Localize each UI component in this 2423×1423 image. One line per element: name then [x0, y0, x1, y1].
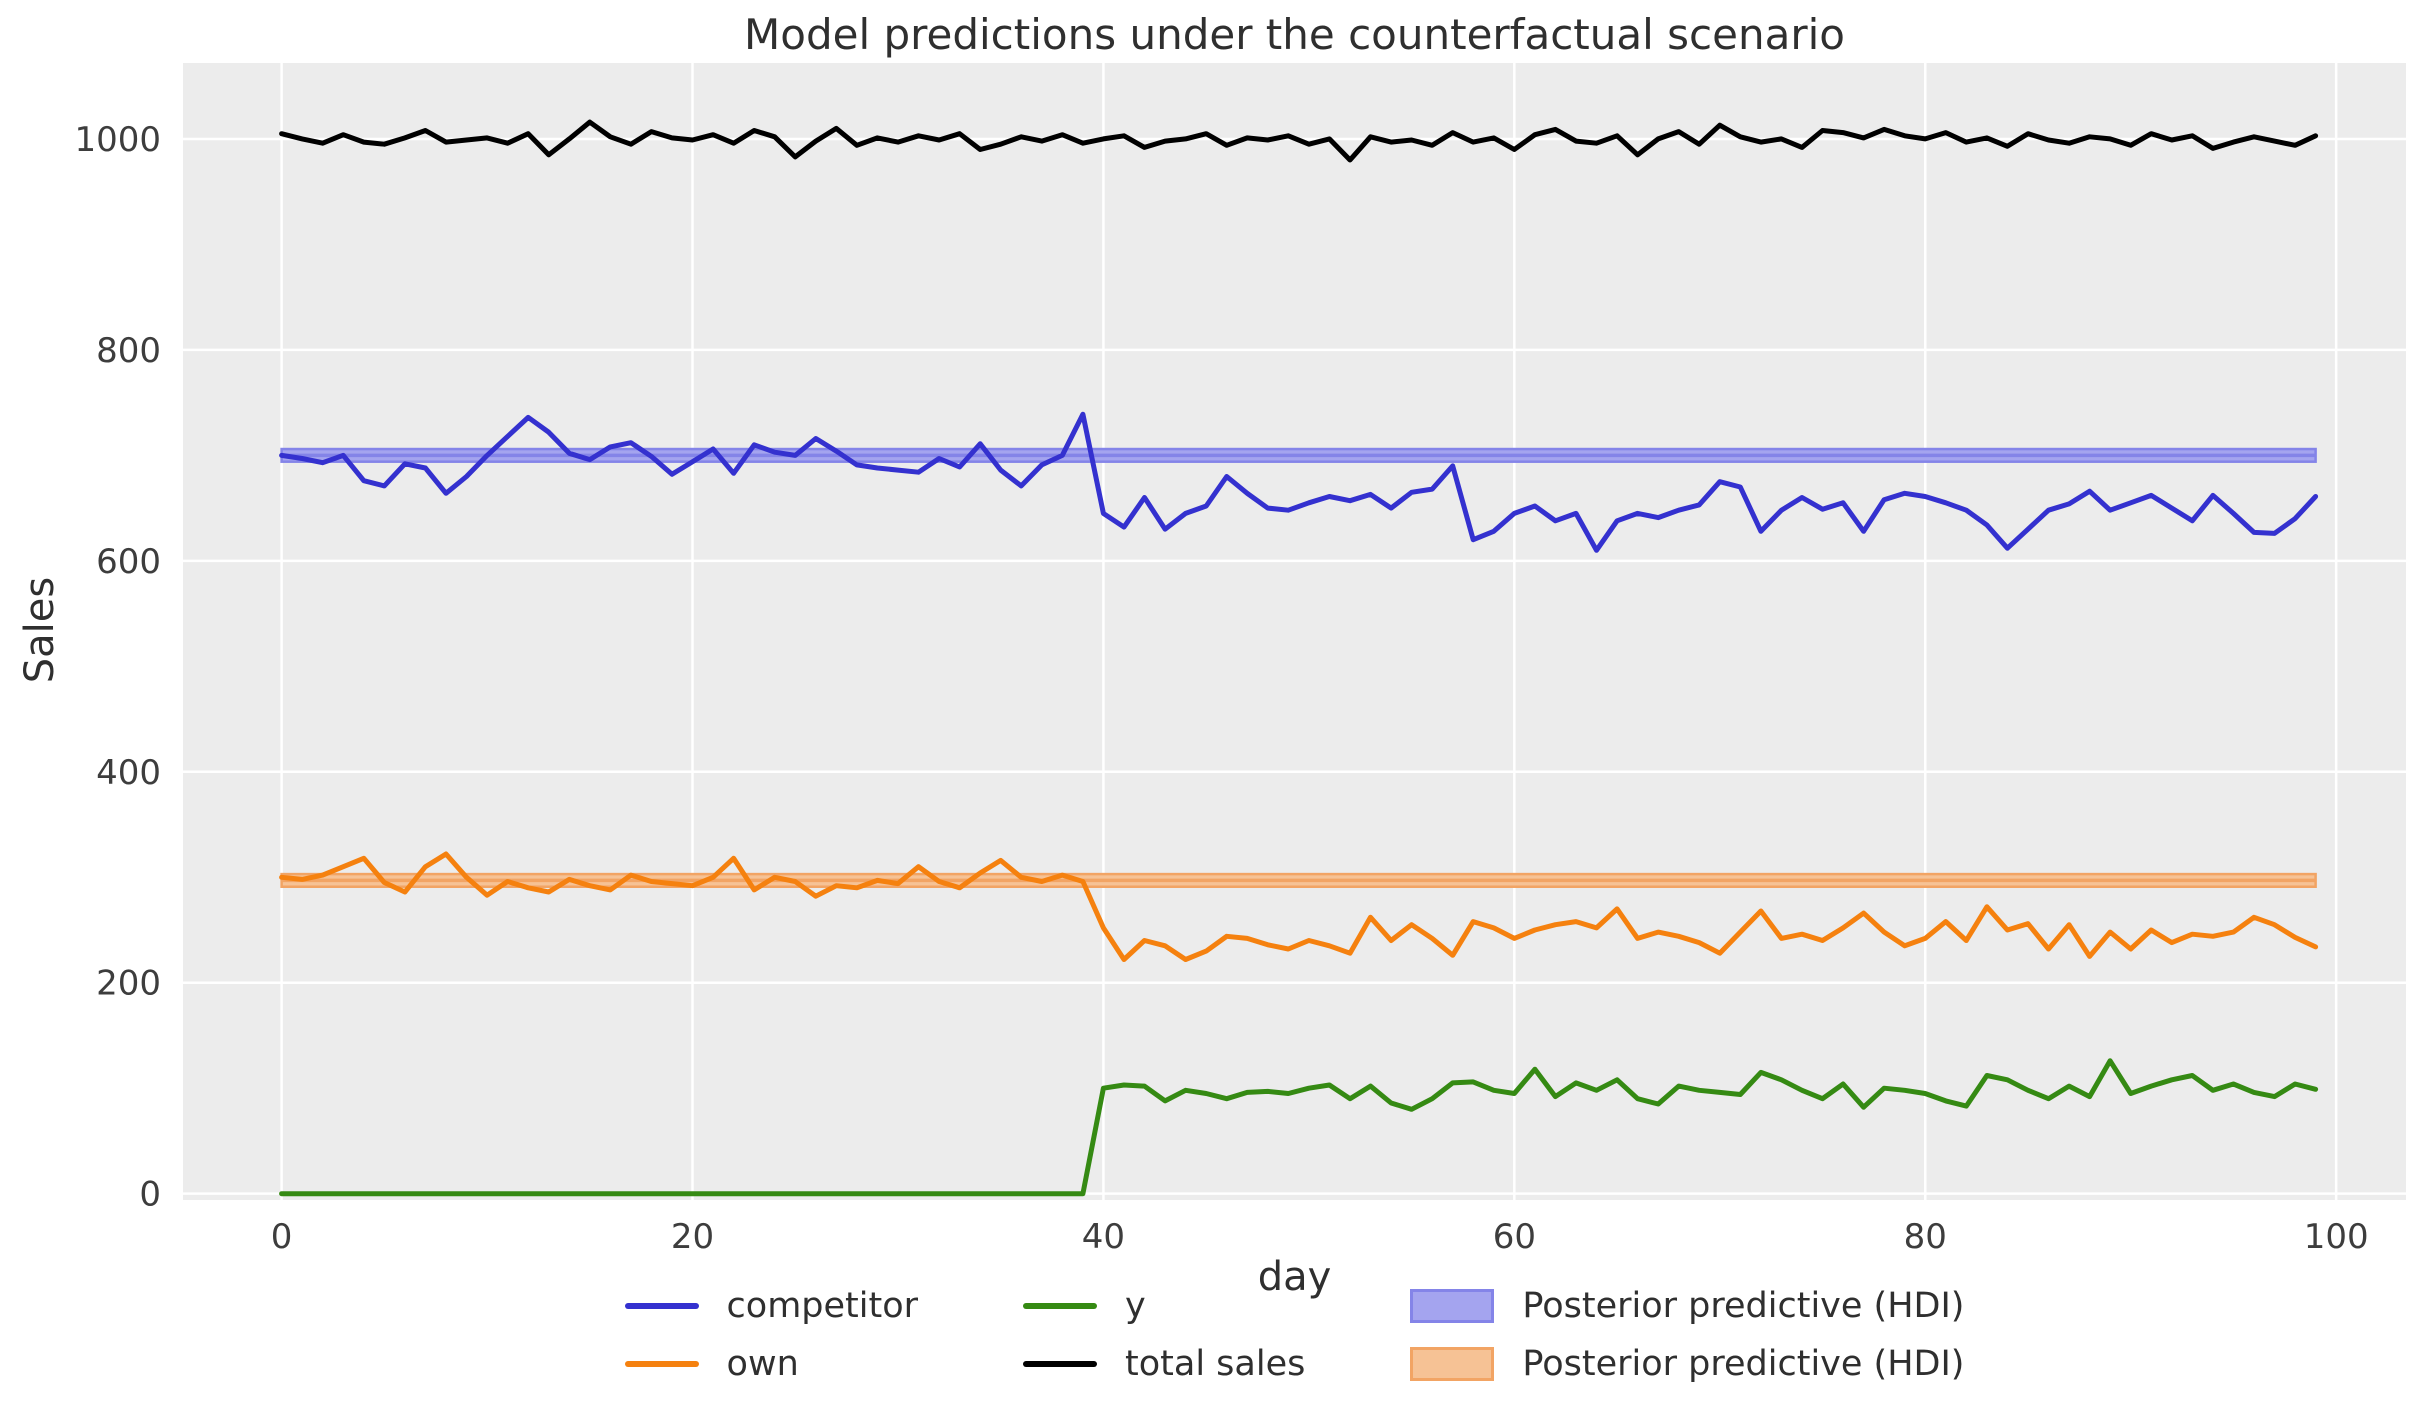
- legend-item-own: own: [624, 1342, 918, 1386]
- y-tick-label: 1000: [74, 120, 161, 160]
- legend-item-y: y: [1023, 1284, 1305, 1328]
- series-line-total-sales: [279, 119, 2319, 163]
- y-tick-label: 800: [96, 331, 161, 371]
- legend-label-hdi-orange: Posterior predictive (HDI): [1522, 1344, 1965, 1384]
- y-tick-label: 0: [139, 1175, 161, 1215]
- legend-grid: competitor own y total sales Posterior p…: [624, 1284, 1964, 1386]
- legend-label-hdi-blue: Posterior predictive (HDI): [1522, 1286, 1965, 1326]
- y-axis-label: Sales: [17, 576, 63, 684]
- series-line-competitor: [279, 411, 2319, 553]
- legend-item-total-sales: total sales: [1023, 1342, 1305, 1386]
- total-sales-line-swatch-icon: [1023, 1361, 1098, 1367]
- posterior-predictive-hdi-blue-patch-icon: [1410, 1289, 1495, 1323]
- legend-item-hdi-orange: Posterior predictive (HDI): [1410, 1342, 1964, 1386]
- plot-background: [183, 63, 2406, 1200]
- y-tick-label: 200: [96, 964, 161, 1004]
- x-tick-label: 60: [1493, 1217, 1536, 1257]
- x-tick-label: 0: [271, 1217, 293, 1257]
- chart-title: Model predictions under the counterfactu…: [744, 10, 1845, 59]
- legend-label-own: own: [726, 1344, 799, 1384]
- x-tick-label: 40: [1082, 1217, 1125, 1257]
- legend-label-competitor: competitor: [726, 1286, 919, 1326]
- x-tick-label: 20: [671, 1217, 714, 1257]
- own-line-swatch-icon: [624, 1361, 699, 1367]
- series-line-y: [279, 1058, 2319, 1197]
- posterior-predictive-hdi-orange-patch-icon: [1410, 1347, 1495, 1381]
- x-tick-label: 80: [1904, 1217, 1947, 1257]
- legend-label-total-sales: total sales: [1125, 1344, 1306, 1384]
- y-tick-label: 400: [96, 753, 161, 793]
- x-axis-label: day: [1257, 1254, 1332, 1300]
- legend: competitor own y total sales Posterior p…: [183, 1284, 2406, 1386]
- legend-item-competitor: competitor: [624, 1284, 919, 1328]
- legend-item-hdi-blue: Posterior predictive (HDI): [1410, 1284, 1964, 1328]
- legend-label-y: y: [1125, 1286, 1146, 1326]
- gridlines: [183, 63, 2406, 1200]
- x-tick-label: 100: [2304, 1217, 2369, 1257]
- y-tick-label: 600: [96, 542, 161, 582]
- series-line-own: [279, 851, 2319, 962]
- y-line-swatch-icon: [1023, 1303, 1098, 1309]
- competitor-line-swatch-icon: [624, 1303, 699, 1309]
- hdi-band-1: [280, 872, 2317, 888]
